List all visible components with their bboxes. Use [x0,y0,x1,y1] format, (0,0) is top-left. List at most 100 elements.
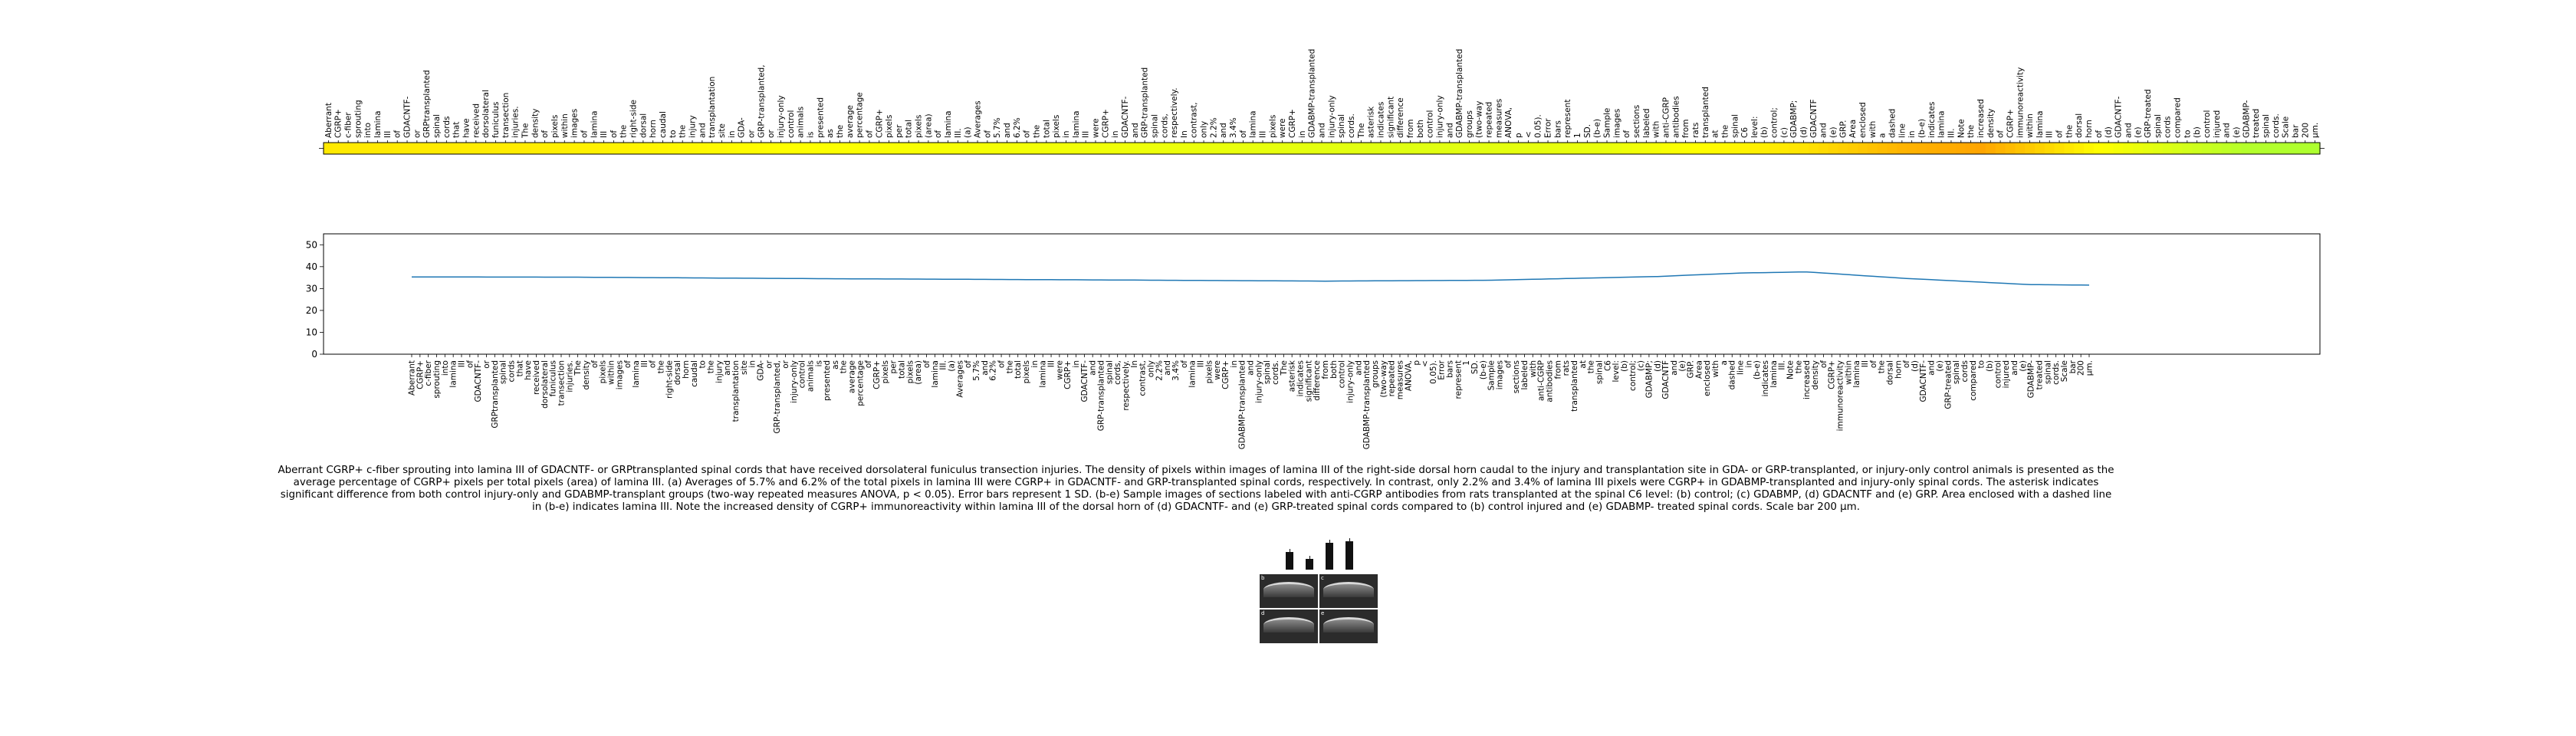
heatmap-tick-label: GDABMP-transplanted [1455,49,1464,138]
thumbnail-panel-a [1260,524,1378,574]
heatmap-tick-label: respectively. [1170,87,1179,138]
heatmap-tick-label: lamina [1072,110,1081,138]
heatmap-cell [766,143,777,154]
heatmap-cell [618,143,629,154]
heatmap-tick-label: per [895,124,904,138]
heatmap-cell [972,143,984,154]
heatmap-tick-label: of [1239,130,1248,138]
heatmap-tick-label: (b) [2193,127,2202,138]
heatmap-cell [2280,143,2292,154]
heatmap-tick-label: that [452,122,462,138]
heatmap-tick-label: within [2026,113,2035,138]
heatmap-tick-label: 0.05). [1534,114,1543,138]
heatmap-tick-label: (d) [1799,127,1809,138]
heatmap-tick-label: CGRP+ [1288,109,1297,138]
heatmap-cell [805,143,816,154]
heatmap-tick-label: sections [1632,105,1641,138]
heatmap-cell [2182,143,2193,154]
heatmap-cell [1552,143,1563,154]
heatmap-tick-label: Sample [1603,108,1612,138]
thumbnail-bar [1346,540,1353,570]
heatmap-cell [874,143,885,154]
heatmap-tick-label: GDABMP; [1789,100,1799,138]
heatmap-tick-label: injury-only [1435,95,1444,138]
heatmap-cell [1779,143,1789,154]
heatmap-tick-label: the [836,125,845,138]
heatmap-cell [1936,143,1947,154]
heatmap-cell [1582,143,1593,154]
heatmap-tick-label: the [678,125,688,138]
heatmap-tick-label: cords. [2272,113,2281,138]
heatmap-cell [2270,143,2282,154]
thumbnail-bar [1306,559,1313,570]
heatmap-tick-label: (d) [2104,127,2114,138]
heatmap-cell [1198,143,1210,154]
heatmap-tick-label: compared [2174,97,2183,138]
heatmap-cell [559,143,570,154]
heatmap-cell [1484,143,1495,154]
heatmap-cell [1858,143,1868,154]
heatmap-tick-label: spinal [1730,114,1740,138]
heatmap-cell [1897,143,1907,154]
heatmap-cell [2123,143,2134,154]
heatmap-cell [648,143,659,154]
heatmap-cell [785,143,797,154]
heatmap-tick-label: in [1298,130,1307,138]
heatmap-tick-label: (e) [1829,127,1838,138]
heatmap-tick-label: Error [1544,118,1553,138]
heatmap-tick-label: (a) [964,127,973,138]
heatmap-tick-label: antibodies [1671,96,1681,138]
heatmap-cell [844,143,856,154]
heatmap-cell [2113,143,2124,154]
heatmap-cell [2202,143,2213,154]
heatmap-cell [697,143,708,154]
heatmap-tick-label: CGRP+ [334,109,343,138]
heatmap-cell [726,143,738,154]
heatmap-tick-label: horn [649,120,658,138]
heatmap-tick-label: bar [2291,124,2300,138]
heatmap-tick-label: in [1907,130,1917,138]
heatmap-tick-label: lamina [944,110,953,138]
heatmap-tick-label: and [1003,123,1012,138]
thumbnail-label-e: e [1321,610,1325,616]
heatmap-cell [2310,143,2321,154]
heatmap-tick-label: the [1967,125,1976,138]
heatmap-tick-label: The [521,123,530,139]
heatmap-tick-label: of [2095,130,2104,138]
heatmap-tick-label: control; [1770,107,1779,138]
heatmap-cell [2025,143,2036,154]
heatmap-tick-label: 200 [2301,123,2310,138]
heatmap-tick-label: were [1091,118,1100,138]
heatmap-tick-label: < [1524,131,1533,138]
heatmap-cell [667,143,678,154]
heatmap-cell [1375,143,1386,154]
heatmap-cell [2084,143,2095,154]
heatmap-tick-label: enclosed [1858,102,1868,138]
heatmap-cell [717,143,728,154]
heatmap-tick-label: 2.2% [1209,117,1218,138]
thumbnail-bar [1326,542,1333,570]
heatmap-cell [1867,143,1878,154]
heatmap-cell [658,143,669,154]
heatmap-tick-label: total [905,120,914,138]
heatmap-cell [628,143,639,154]
heatmap-cell [2103,143,2114,154]
heatmap-tick-label: total [1042,120,1051,138]
heatmap-cell [1149,143,1160,154]
heatmap-cell [363,143,373,154]
heatmap-cell [1966,143,1976,154]
heatmap-tick-label: spinal [1150,114,1159,138]
heatmap-cell [1750,143,1760,154]
heatmap-cell [2005,143,2016,154]
heatmap-tick-label: III. [1947,128,1956,138]
heatmap-cell [1513,143,1524,154]
heatmap-tick-label: and [2124,123,2133,138]
heatmap-cell [500,143,511,154]
heatmap-cell [1503,143,1514,154]
heatmap-tick-label: or [412,130,422,138]
heatmap-tick-label: in [1062,130,1071,138]
heatmap-tick-label: significant [1386,97,1395,138]
heatmap-tick-label: of [1996,130,2006,138]
heatmap-cell [1946,143,1957,154]
heatmap-cell [1848,143,1858,154]
